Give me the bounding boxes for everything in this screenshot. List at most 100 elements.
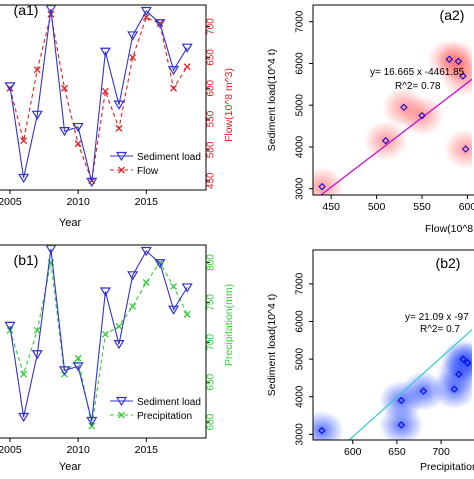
series-flow-point xyxy=(183,63,191,71)
y-right-tick-label: 450 xyxy=(206,172,217,189)
plot-area xyxy=(4,5,193,188)
y-axis-title: Sediment load(10^4 t) xyxy=(266,49,278,151)
panel-label: (a2) xyxy=(440,7,465,23)
series-sediment-load-point xyxy=(140,6,152,17)
series-sediment-load-point xyxy=(154,19,166,29)
series-sediment-load-point xyxy=(4,321,16,332)
series-flow-point xyxy=(170,84,178,92)
series-sediment-load-point xyxy=(99,47,111,57)
plot-area xyxy=(313,39,472,195)
x-tick-label: 650 xyxy=(388,446,406,458)
series-sediment-load-point xyxy=(127,271,139,281)
series-precipitation-point xyxy=(20,370,28,378)
y-axis-title: Sediment load(10^4 t) xyxy=(266,294,278,396)
series-flow-point xyxy=(20,137,28,145)
series-flow-point xyxy=(115,124,123,132)
legend-marker-precipitation xyxy=(118,411,125,419)
data-point xyxy=(445,55,453,63)
density-cloud xyxy=(313,410,344,440)
series-flow-point xyxy=(101,87,109,95)
y-tick-label: 7000 xyxy=(295,10,306,33)
series-sediment-load-point xyxy=(86,416,98,427)
density-cloud xyxy=(443,129,472,170)
legend-marker-sediment-load xyxy=(115,151,128,162)
legend-marker-sediment-load xyxy=(115,396,128,407)
y-tick-label: 3000 xyxy=(295,423,306,446)
series-precipitation-point xyxy=(170,283,178,290)
series-sediment-load-point xyxy=(181,283,193,293)
series-sediment-load-point xyxy=(72,122,84,133)
data-point xyxy=(397,421,406,429)
y-right-axis-title: Precipitation(mm) xyxy=(223,284,235,366)
y-tick-label: 4000 xyxy=(295,385,306,408)
y-right-tick-label: 700 xyxy=(206,18,217,35)
x-axis-title: Year xyxy=(59,217,82,229)
plot-frame xyxy=(312,4,474,196)
panel-label: (a1) xyxy=(14,2,39,18)
series-sediment-load-point xyxy=(45,5,57,15)
plot-frame xyxy=(0,244,207,439)
data-point xyxy=(454,57,463,66)
y-tick-label: 5000 xyxy=(295,94,306,117)
y-tick-label: 5000 xyxy=(295,348,306,371)
x-axis-title: Precipitation(mm) xyxy=(420,461,474,473)
series-sediment-load-point xyxy=(58,127,71,137)
regression-line xyxy=(348,328,472,440)
series-precipitation-point xyxy=(129,302,137,310)
series-precipitation-point xyxy=(74,354,82,362)
data-point xyxy=(381,137,390,145)
data-point xyxy=(418,111,426,120)
y-tick-label: 6000 xyxy=(295,310,306,333)
y-right-tick-label: 650 xyxy=(206,49,217,66)
series-flow-point xyxy=(61,84,68,92)
y-right-axis-title: Flow(10^8 m^3) xyxy=(223,68,235,142)
x-tick-label: 2010 xyxy=(66,196,90,208)
series-sediment-load-point xyxy=(18,173,30,184)
series-precipitation-point xyxy=(101,330,109,338)
x-axis-title: Flow(10^8 m^3) xyxy=(425,223,474,235)
legend-label-sediment-load: Sediment load xyxy=(137,152,201,163)
r-squared: R^2= 0.7 xyxy=(420,324,460,335)
series-flow-point xyxy=(129,53,137,61)
x-tick-label: 2005 xyxy=(0,444,22,456)
regression-line xyxy=(319,78,472,195)
x-axis-title: Year xyxy=(59,461,82,473)
x-tick-label: 2005 xyxy=(0,196,22,208)
series-flow-point xyxy=(33,66,41,74)
y-right-tick-label: 800 xyxy=(206,254,217,271)
panel-b1: 600 650 700 750 800 Precipitation(mm) 2005 2010… xyxy=(0,244,235,473)
legend-label-sediment-load: Sediment load xyxy=(137,397,201,408)
x-tick-label: 600 xyxy=(459,201,474,213)
series-sediment-load-point xyxy=(99,287,111,297)
series-sediment-load-point xyxy=(86,177,98,188)
r-squared: R^2= 0.78 xyxy=(395,81,441,92)
series-sediment-load-point xyxy=(181,43,193,53)
series-sediment-load-point xyxy=(154,259,166,269)
x-tick-label: 2015 xyxy=(135,444,159,456)
series-sediment-load-line xyxy=(9,8,188,183)
data-point xyxy=(318,182,326,191)
data-point xyxy=(459,355,467,363)
series-sediment-load-point xyxy=(58,366,71,376)
series-sediment-load-point xyxy=(140,246,152,257)
plot-area xyxy=(4,245,193,430)
data-point xyxy=(318,426,326,435)
y-right-tick-label: 600 xyxy=(206,413,217,430)
legend-label-precipitation: Precipitation xyxy=(137,411,192,422)
series-flow-point xyxy=(74,140,82,148)
series-sediment-load-point xyxy=(4,82,16,92)
y-tick-label: 3000 xyxy=(295,177,306,200)
x-tick-label: 550 xyxy=(413,201,431,213)
data-point xyxy=(459,72,467,80)
x-tick-label: 2015 xyxy=(135,196,159,208)
y-right-tick-label: 650 xyxy=(206,373,217,390)
series-sediment-load-point xyxy=(113,340,125,350)
regression-equation: y= 21.09 x -97 xyxy=(405,312,469,323)
x-tick-label: 700 xyxy=(432,446,450,458)
series-sediment-load-line xyxy=(9,248,188,422)
series-sediment-load-point xyxy=(167,305,180,315)
data-point xyxy=(397,396,406,405)
panel-a1: 450 500 550 600 650 700 Flow(10^8 m^3) 2005 2010… xyxy=(0,2,235,229)
series-sediment-load-point xyxy=(72,362,84,372)
